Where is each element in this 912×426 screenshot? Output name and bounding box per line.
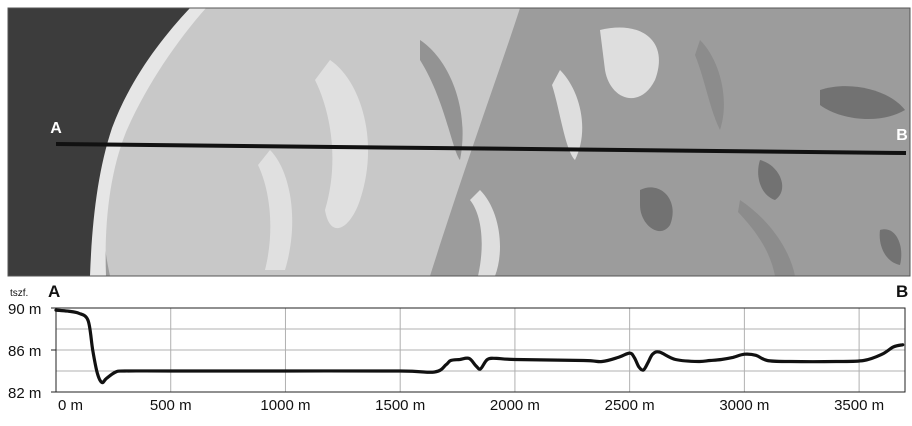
y-tick-labels: 82 m 86 m 90 m bbox=[8, 301, 56, 402]
y-tick-label: 86 m bbox=[8, 343, 41, 360]
x-tick-label: 0 m bbox=[58, 397, 83, 414]
map-label-b: B bbox=[896, 127, 908, 144]
map-frame bbox=[7, 7, 911, 277]
x-tick-label: 2500 m bbox=[605, 397, 655, 414]
x-tick-label: 2000 m bbox=[490, 397, 540, 414]
profile-label-b: B bbox=[896, 282, 908, 301]
x-tick-label: 1000 m bbox=[260, 397, 310, 414]
profile-chart: 82 m 86 m 90 m 0 m 500 m 1000 m 1500 m 2000 m 2… bbox=[0, 278, 912, 426]
dune-strips bbox=[420, 40, 795, 276]
elevation-profile-line bbox=[54, 308, 905, 385]
x-tick-label: 1500 m bbox=[375, 397, 425, 414]
map-label-a: A bbox=[50, 120, 62, 137]
y-axis-unit-label: tszf. bbox=[10, 288, 28, 299]
ridge-ribbons bbox=[258, 27, 659, 276]
x-tick-label: 500 m bbox=[150, 397, 192, 414]
map-panel: A B bbox=[7, 7, 911, 277]
profile-label-a: A bbox=[48, 282, 60, 301]
y-tick-label: 82 m bbox=[8, 385, 41, 402]
dark-patches bbox=[640, 86, 905, 265]
land-light-zone bbox=[102, 8, 521, 276]
chart-background bbox=[0, 278, 912, 426]
map-terrain bbox=[8, 8, 910, 276]
transect-line bbox=[55, 142, 907, 155]
x-tick-label: 3000 m bbox=[719, 397, 769, 414]
x-tick-label: 3500 m bbox=[834, 397, 884, 414]
x-tick-labels: 0 m 500 m 1000 m 1500 m 2000 m 2500 m 3000 m 35… bbox=[58, 397, 884, 414]
sea-area bbox=[8, 8, 190, 276]
y-tick-label: 90 m bbox=[8, 301, 41, 318]
